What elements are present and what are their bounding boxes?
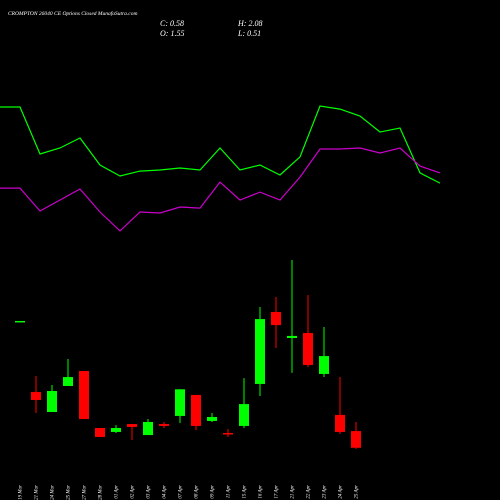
low-label: L: 0.51 (237, 29, 261, 38)
x-tick-label: 23 Apr (323, 485, 328, 499)
close-label: C: 0.58 (160, 19, 184, 28)
candle-body (255, 319, 265, 384)
candle-body (143, 421, 153, 436)
x-tick-label: 01 Apr (115, 485, 120, 499)
candle-body (95, 428, 105, 437)
candle-body (127, 424, 137, 427)
candle-body (319, 356, 329, 374)
candle-body (271, 312, 281, 326)
candle-body (15, 320, 25, 323)
x-tick-label: 04 Apr (163, 485, 168, 499)
x-tick-label: 25 Mar (67, 485, 72, 500)
candle-body (303, 333, 313, 366)
x-tick-label: 16 Apr (259, 485, 264, 499)
x-tick-label: 27 Mar (83, 485, 88, 500)
x-tick-label: 02 Apr (131, 485, 136, 499)
high-label: H: 2.08 (237, 19, 262, 28)
x-tick-label: 21 Apr (291, 485, 296, 499)
x-tick-label: 17 Apr (275, 485, 280, 499)
candle-body (63, 377, 73, 387)
candle-body (191, 394, 201, 426)
x-tick-label: 19 Mar (19, 485, 24, 500)
candle-body (287, 335, 297, 338)
indicator-line (0, 105, 441, 184)
open-label: O: 1.55 (160, 29, 184, 38)
x-tick-label: 22 Apr (307, 485, 312, 499)
candle-body (47, 391, 57, 412)
candle-body (31, 392, 41, 400)
x-tick-label: 15 Apr (243, 485, 248, 499)
x-tick-label: 07 Apr (179, 485, 184, 499)
x-tick-label: 11 Apr (227, 485, 232, 498)
x-tick-label: 08 Apr (195, 485, 200, 499)
indicator-line (0, 147, 441, 232)
x-tick-label: 09 Apr (211, 485, 216, 499)
candle-body (79, 371, 89, 420)
x-tick-label: 21 Mar (35, 485, 40, 500)
candle-body (239, 404, 249, 426)
candle-body (207, 416, 217, 421)
candle-body (223, 432, 233, 435)
candle-body (111, 428, 121, 432)
chart-title: CROMPTON 26040 CE Options Closed MunafaS… (8, 10, 137, 17)
x-tick-label: 03 Apr (147, 485, 152, 499)
candle-body (351, 431, 361, 448)
candle-body (175, 389, 185, 416)
x-tick-label: 25 Apr (355, 485, 360, 499)
x-tick-label: 24 Apr (339, 485, 344, 499)
x-tick-label: 28 Mar (99, 485, 104, 500)
x-tick-label: 24 Mar (51, 485, 56, 500)
candle-body (159, 424, 169, 426)
candle-body (335, 414, 345, 432)
